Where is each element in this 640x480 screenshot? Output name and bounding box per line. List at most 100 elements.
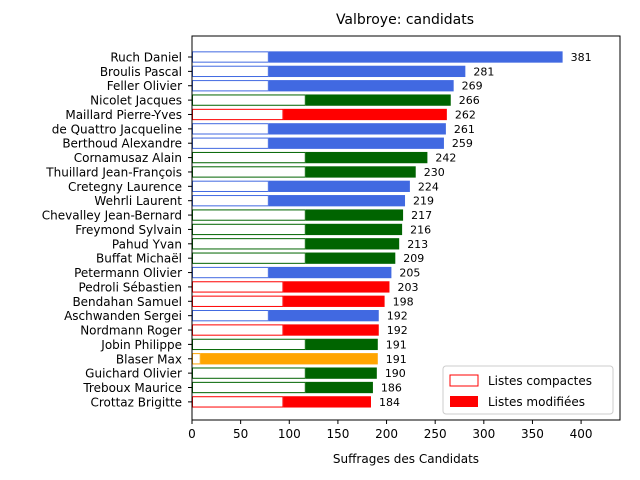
y-tick-label: Wehrli Laurent — [94, 194, 182, 208]
legend-label-compactes: Listes compactes — [488, 374, 592, 388]
bar-compact — [192, 252, 306, 264]
legend-label-modifiees: Listes modifiées — [488, 395, 585, 409]
value-label: 191 — [386, 353, 407, 366]
y-tick-label: Cornamusaz Alain — [74, 151, 182, 165]
value-label: 198 — [393, 295, 414, 308]
y-tick-label: Cretegny Laurence — [68, 180, 182, 194]
y-tick-label: Berthoud Alexandre — [62, 137, 182, 151]
bar-compact — [192, 324, 284, 336]
value-label: 230 — [424, 166, 445, 179]
x-tick-label: 0 — [188, 427, 196, 441]
legend: Listes compactes Listes modifiées — [442, 365, 614, 415]
bar-compact — [192, 295, 284, 307]
value-label: 281 — [473, 65, 494, 78]
value-label: 262 — [455, 108, 476, 121]
x-tick-label: 350 — [521, 427, 544, 441]
bar-compact — [192, 367, 306, 379]
y-tick-label: Broulis Pascal — [100, 65, 182, 79]
bar-compact — [192, 151, 306, 164]
bar-compact — [192, 396, 284, 408]
chart-title: Valbroye: candidats — [336, 12, 474, 28]
x-tick-label: 50 — [233, 427, 248, 441]
legend-swatch-compactes — [449, 374, 479, 387]
y-tick-label: Nordmann Roger — [80, 324, 182, 338]
value-label: 224 — [418, 180, 439, 193]
value-label: 192 — [387, 310, 408, 323]
x-tick-label: 200 — [375, 427, 398, 441]
value-label: 269 — [462, 80, 483, 93]
bar-modified — [305, 166, 416, 178]
bar-modified — [268, 180, 410, 192]
bar-modified — [283, 324, 379, 336]
legend-box — [442, 365, 614, 415]
bar-modified — [283, 281, 390, 293]
value-label: 192 — [387, 324, 408, 337]
plot-frame — [191, 35, 621, 421]
y-tick-label: Blaser Max — [116, 352, 182, 366]
value-label: 190 — [385, 367, 406, 380]
bar-modified — [305, 223, 403, 236]
value-label: 205 — [399, 267, 420, 280]
y-tick-label: Crottaz Brigitte — [90, 395, 182, 409]
bar-modified — [305, 252, 396, 264]
legend-swatch-modifiees — [450, 396, 478, 407]
bar-compact — [192, 209, 306, 221]
bar-modified — [268, 266, 392, 279]
bar-modified — [268, 310, 379, 322]
bar-compact — [192, 195, 269, 207]
x-tick-label: 300 — [472, 427, 495, 441]
y-tick-label: de Quattro Jacqueline — [52, 122, 182, 136]
bar-modified — [283, 295, 385, 307]
bar-modified — [268, 80, 454, 92]
y-tick-label: Jobin Philippe — [100, 338, 182, 352]
bar-modified — [268, 195, 406, 207]
y-tick-label: Treboux Maurice — [82, 381, 182, 395]
value-label: 216 — [410, 223, 431, 236]
bar-modified — [305, 209, 404, 221]
y-tick-label: Nicolet Jacques — [90, 94, 182, 108]
y-tick-label: Ruch Daniel — [110, 51, 182, 65]
bar-modified — [283, 108, 447, 121]
value-label: 184 — [379, 396, 400, 409]
value-label: 191 — [386, 338, 407, 351]
bar-modified — [283, 396, 371, 408]
x-axis-label: Suffrages des Candidats — [333, 452, 479, 466]
y-tick-label: Aschwanden Sergei — [64, 309, 182, 323]
bar-compact — [192, 51, 269, 63]
bar-compact — [192, 381, 306, 394]
x-tick-label: 400 — [570, 427, 593, 441]
value-label: 213 — [407, 238, 428, 251]
x-tick-label: 150 — [326, 427, 349, 441]
y-tick-label: Pahud Yvan — [112, 237, 182, 251]
bar-modified — [305, 338, 378, 351]
value-label: 242 — [435, 152, 456, 165]
bar-compact — [192, 94, 306, 106]
x-tick-label: 250 — [424, 427, 447, 441]
bar-modified — [305, 94, 451, 106]
y-tick-label: Pedroli Sébastien — [78, 280, 182, 294]
y-tick-label: Freymond Sylvain — [75, 223, 182, 237]
bar-compact — [192, 123, 269, 135]
bar-compact — [192, 281, 284, 293]
y-tick-label: Feller Olivier — [107, 79, 182, 93]
bar-compact — [192, 166, 306, 178]
y-tick-label: Guichard Olivier — [85, 367, 182, 381]
bar-modified — [305, 238, 400, 250]
x-tick-label: 100 — [278, 427, 301, 441]
value-label: 266 — [459, 94, 480, 107]
y-tick-label: Petermann Olivier — [74, 266, 182, 280]
bar-compact — [192, 238, 306, 250]
y-tick-label: Bendahan Samuel — [72, 295, 182, 309]
bar-modified — [305, 151, 428, 164]
bar-compact — [192, 338, 306, 351]
value-label: 259 — [452, 137, 473, 150]
bar-modified — [268, 137, 444, 149]
bar-modified — [268, 65, 466, 78]
value-label: 186 — [381, 382, 402, 395]
x-axis-ticks: 0 50 100 150 200 250 300 350 400 — [188, 420, 593, 441]
value-label: 217 — [411, 209, 432, 222]
bar-compact — [192, 80, 269, 92]
